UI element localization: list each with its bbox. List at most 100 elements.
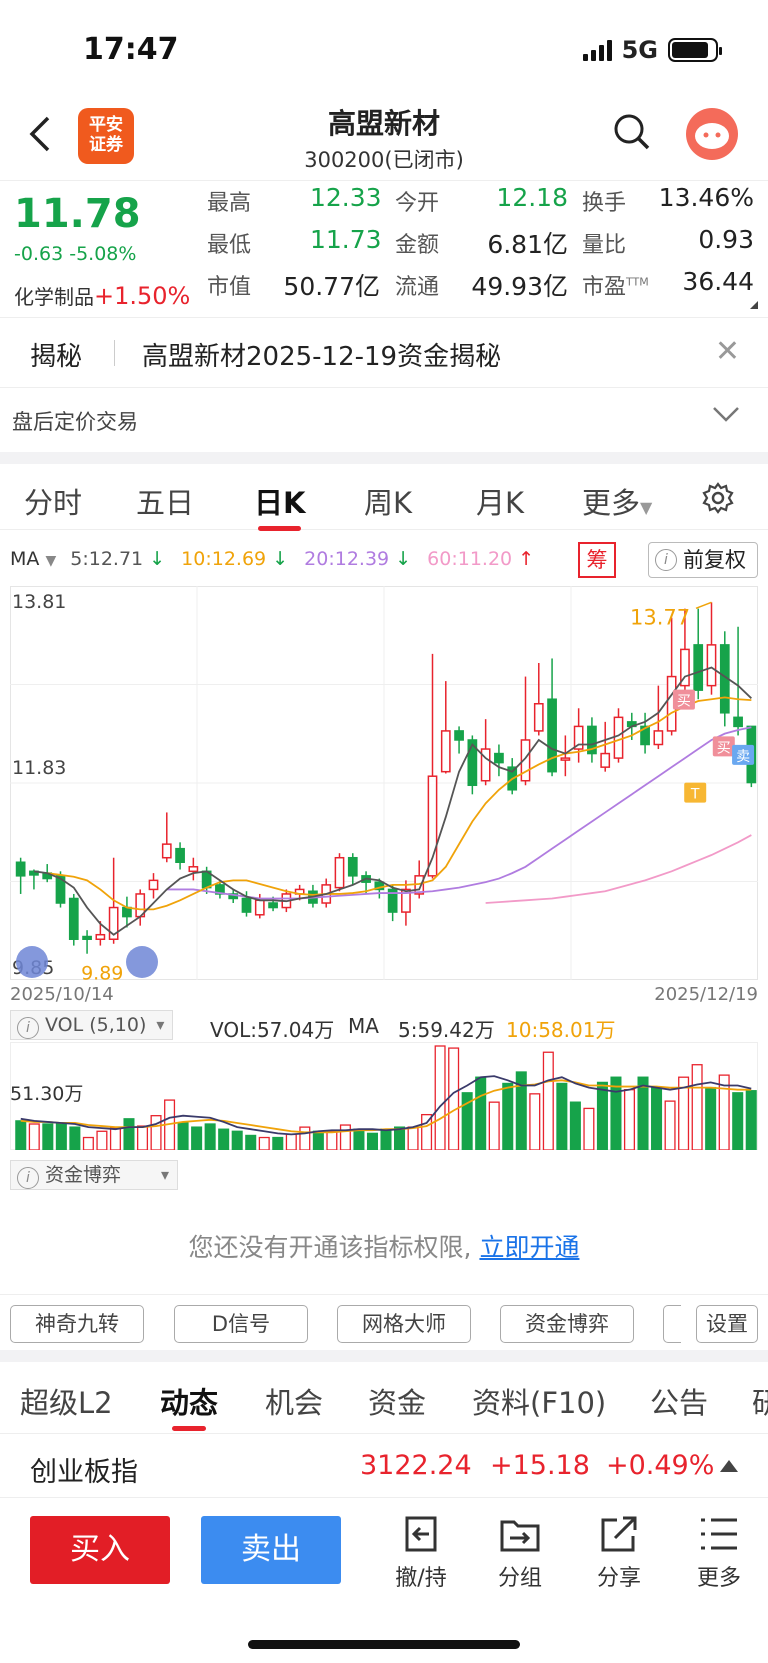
tab-weekly-k[interactable]: 周K bbox=[364, 486, 413, 520]
ma-selector[interactable]: MA ▼ bbox=[10, 548, 57, 570]
candle bbox=[706, 644, 717, 687]
volume-chart[interactable]: 51.30万 bbox=[10, 1042, 758, 1150]
last-price: 11.78 bbox=[14, 191, 141, 237]
candle bbox=[161, 843, 172, 859]
volume-bar bbox=[191, 1126, 203, 1150]
candle bbox=[547, 698, 557, 773]
volume-ratio-value: 0.93 bbox=[698, 225, 754, 254]
candle bbox=[733, 716, 743, 728]
sector-info[interactable]: 化学制品+1.50% bbox=[14, 282, 191, 310]
candle bbox=[387, 888, 398, 913]
candle bbox=[347, 856, 358, 877]
tab-more[interactable]: 更多▼ bbox=[582, 486, 653, 520]
tab-opportunity[interactable]: 机会 bbox=[265, 1386, 324, 1420]
search-icon[interactable] bbox=[612, 112, 652, 152]
chip-distribution-button[interactable]: 筹 bbox=[578, 542, 616, 578]
volume-bar bbox=[218, 1128, 230, 1150]
tool-grid-master[interactable]: 网格大师 bbox=[337, 1305, 471, 1343]
gear-icon[interactable] bbox=[702, 482, 734, 514]
action-bar: 买入 卖出 撤/持 分组 分享 更多 bbox=[0, 1500, 768, 1610]
candle bbox=[175, 847, 185, 864]
share-button[interactable]: 分享 bbox=[579, 1514, 659, 1592]
folder-icon bbox=[500, 1520, 540, 1552]
y-axis-label: 13.81 bbox=[12, 591, 66, 613]
stock-code: 300200(已闭市) bbox=[304, 148, 464, 172]
expand-corner-icon[interactable] bbox=[750, 301, 758, 309]
tool-fund-game[interactable]: 资金博弈 bbox=[500, 1305, 634, 1343]
volume-bar bbox=[569, 1101, 581, 1150]
tab-intraday[interactable]: 分时 bbox=[24, 486, 83, 520]
back-icon[interactable] bbox=[26, 114, 66, 154]
fund-indicator-selector[interactable]: i 资金博弈 bbox=[10, 1160, 178, 1190]
kline-tabs: 分时 五日 日K 周K 月K 更多▼ bbox=[0, 464, 768, 531]
candle bbox=[29, 870, 39, 876]
status-bar: 17:47 5G bbox=[0, 0, 768, 96]
volume-bar bbox=[55, 1123, 67, 1150]
volume-bar bbox=[610, 1076, 622, 1150]
buy-button[interactable]: 买入 bbox=[30, 1516, 170, 1584]
volume-bar bbox=[664, 1100, 676, 1150]
chart-end-date: 2025/12/19 bbox=[654, 984, 758, 1005]
volume-bar bbox=[542, 1051, 554, 1150]
clock: 17:47 bbox=[83, 32, 179, 67]
sell-button[interactable]: 卖出 bbox=[201, 1516, 341, 1584]
volume-bar bbox=[177, 1122, 189, 1150]
news-banner[interactable]: 揭秘 高盟新材2025-12-19资金揭秘 ✕ bbox=[0, 318, 768, 388]
more-button[interactable]: 更多 bbox=[679, 1514, 759, 1592]
expand-up-icon[interactable] bbox=[720, 1460, 738, 1472]
index-ticker[interactable]: 创业板指 3122.24 +15.18 +0.49% bbox=[0, 1434, 768, 1498]
volume-bar bbox=[407, 1126, 419, 1150]
candle bbox=[254, 899, 265, 916]
tab-research[interactable]: 研 bbox=[752, 1380, 768, 1422]
volume-bar bbox=[150, 1115, 162, 1150]
trade-marker-label: 买 bbox=[677, 694, 691, 710]
close-icon[interactable]: ✕ bbox=[714, 334, 740, 369]
volume-bar bbox=[312, 1130, 324, 1150]
volume-bar bbox=[285, 1133, 297, 1150]
group-button[interactable]: 分组 bbox=[480, 1514, 560, 1592]
chevron-down-icon[interactable] bbox=[712, 404, 740, 429]
permission-message: 您还没有开通该指标权限, 立即开通 bbox=[188, 1233, 580, 1262]
min-price-label: 9.89 bbox=[81, 963, 123, 980]
volume-bar bbox=[691, 1064, 703, 1150]
volume-bar bbox=[637, 1076, 649, 1150]
scroll-left-icon bbox=[16, 946, 48, 978]
candle bbox=[613, 716, 624, 759]
tab-f10[interactable]: 资料(F10) bbox=[472, 1386, 607, 1420]
candle bbox=[122, 906, 132, 918]
network-type: 5G bbox=[621, 36, 658, 64]
tab-super-l2[interactable]: 超级L2 bbox=[20, 1386, 113, 1420]
ma20-line bbox=[166, 726, 752, 900]
tool-d-signal[interactable]: D信号 bbox=[174, 1305, 308, 1343]
candle bbox=[467, 739, 478, 787]
activate-link[interactable]: 立即开通 bbox=[479, 1233, 580, 1262]
after-hours-row[interactable]: 盘后定价交易 bbox=[0, 388, 768, 452]
tool-nine-turn[interactable]: 神奇九转 bbox=[10, 1305, 144, 1343]
candle bbox=[82, 935, 92, 940]
tab-funds[interactable]: 资金 bbox=[368, 1386, 427, 1420]
high-value: 12.33 bbox=[310, 183, 382, 212]
tool-settings[interactable]: 设置 bbox=[696, 1305, 758, 1343]
ma60-value: 60:11.20 bbox=[427, 548, 513, 570]
candle bbox=[68, 897, 79, 940]
tab-five-day[interactable]: 五日 bbox=[136, 486, 195, 520]
adjustment-button[interactable]: i 前复权 bbox=[648, 542, 758, 578]
cancel-hold-button[interactable]: 撤/持 bbox=[381, 1514, 461, 1592]
menu-icon bbox=[701, 1518, 737, 1550]
volume-bar bbox=[434, 1045, 446, 1150]
info-icon: i bbox=[655, 549, 677, 571]
volume-bar bbox=[461, 1092, 473, 1150]
tab-monthly-k[interactable]: 月K bbox=[476, 486, 525, 520]
tab-dynamics[interactable]: 动态 bbox=[160, 1380, 218, 1431]
tab-daily-k[interactable]: 日K bbox=[254, 480, 305, 531]
index-value: 3122.24 bbox=[360, 1450, 472, 1481]
volume-bar bbox=[678, 1076, 690, 1150]
open-value: 12.18 bbox=[496, 183, 568, 212]
assistant-avatar-icon[interactable] bbox=[686, 108, 738, 160]
volume-indicator-selector[interactable]: i VOL (5,10) bbox=[10, 1010, 174, 1040]
tab-announcements[interactable]: 公告 bbox=[650, 1386, 709, 1420]
candle bbox=[520, 739, 531, 782]
candle bbox=[560, 757, 571, 761]
